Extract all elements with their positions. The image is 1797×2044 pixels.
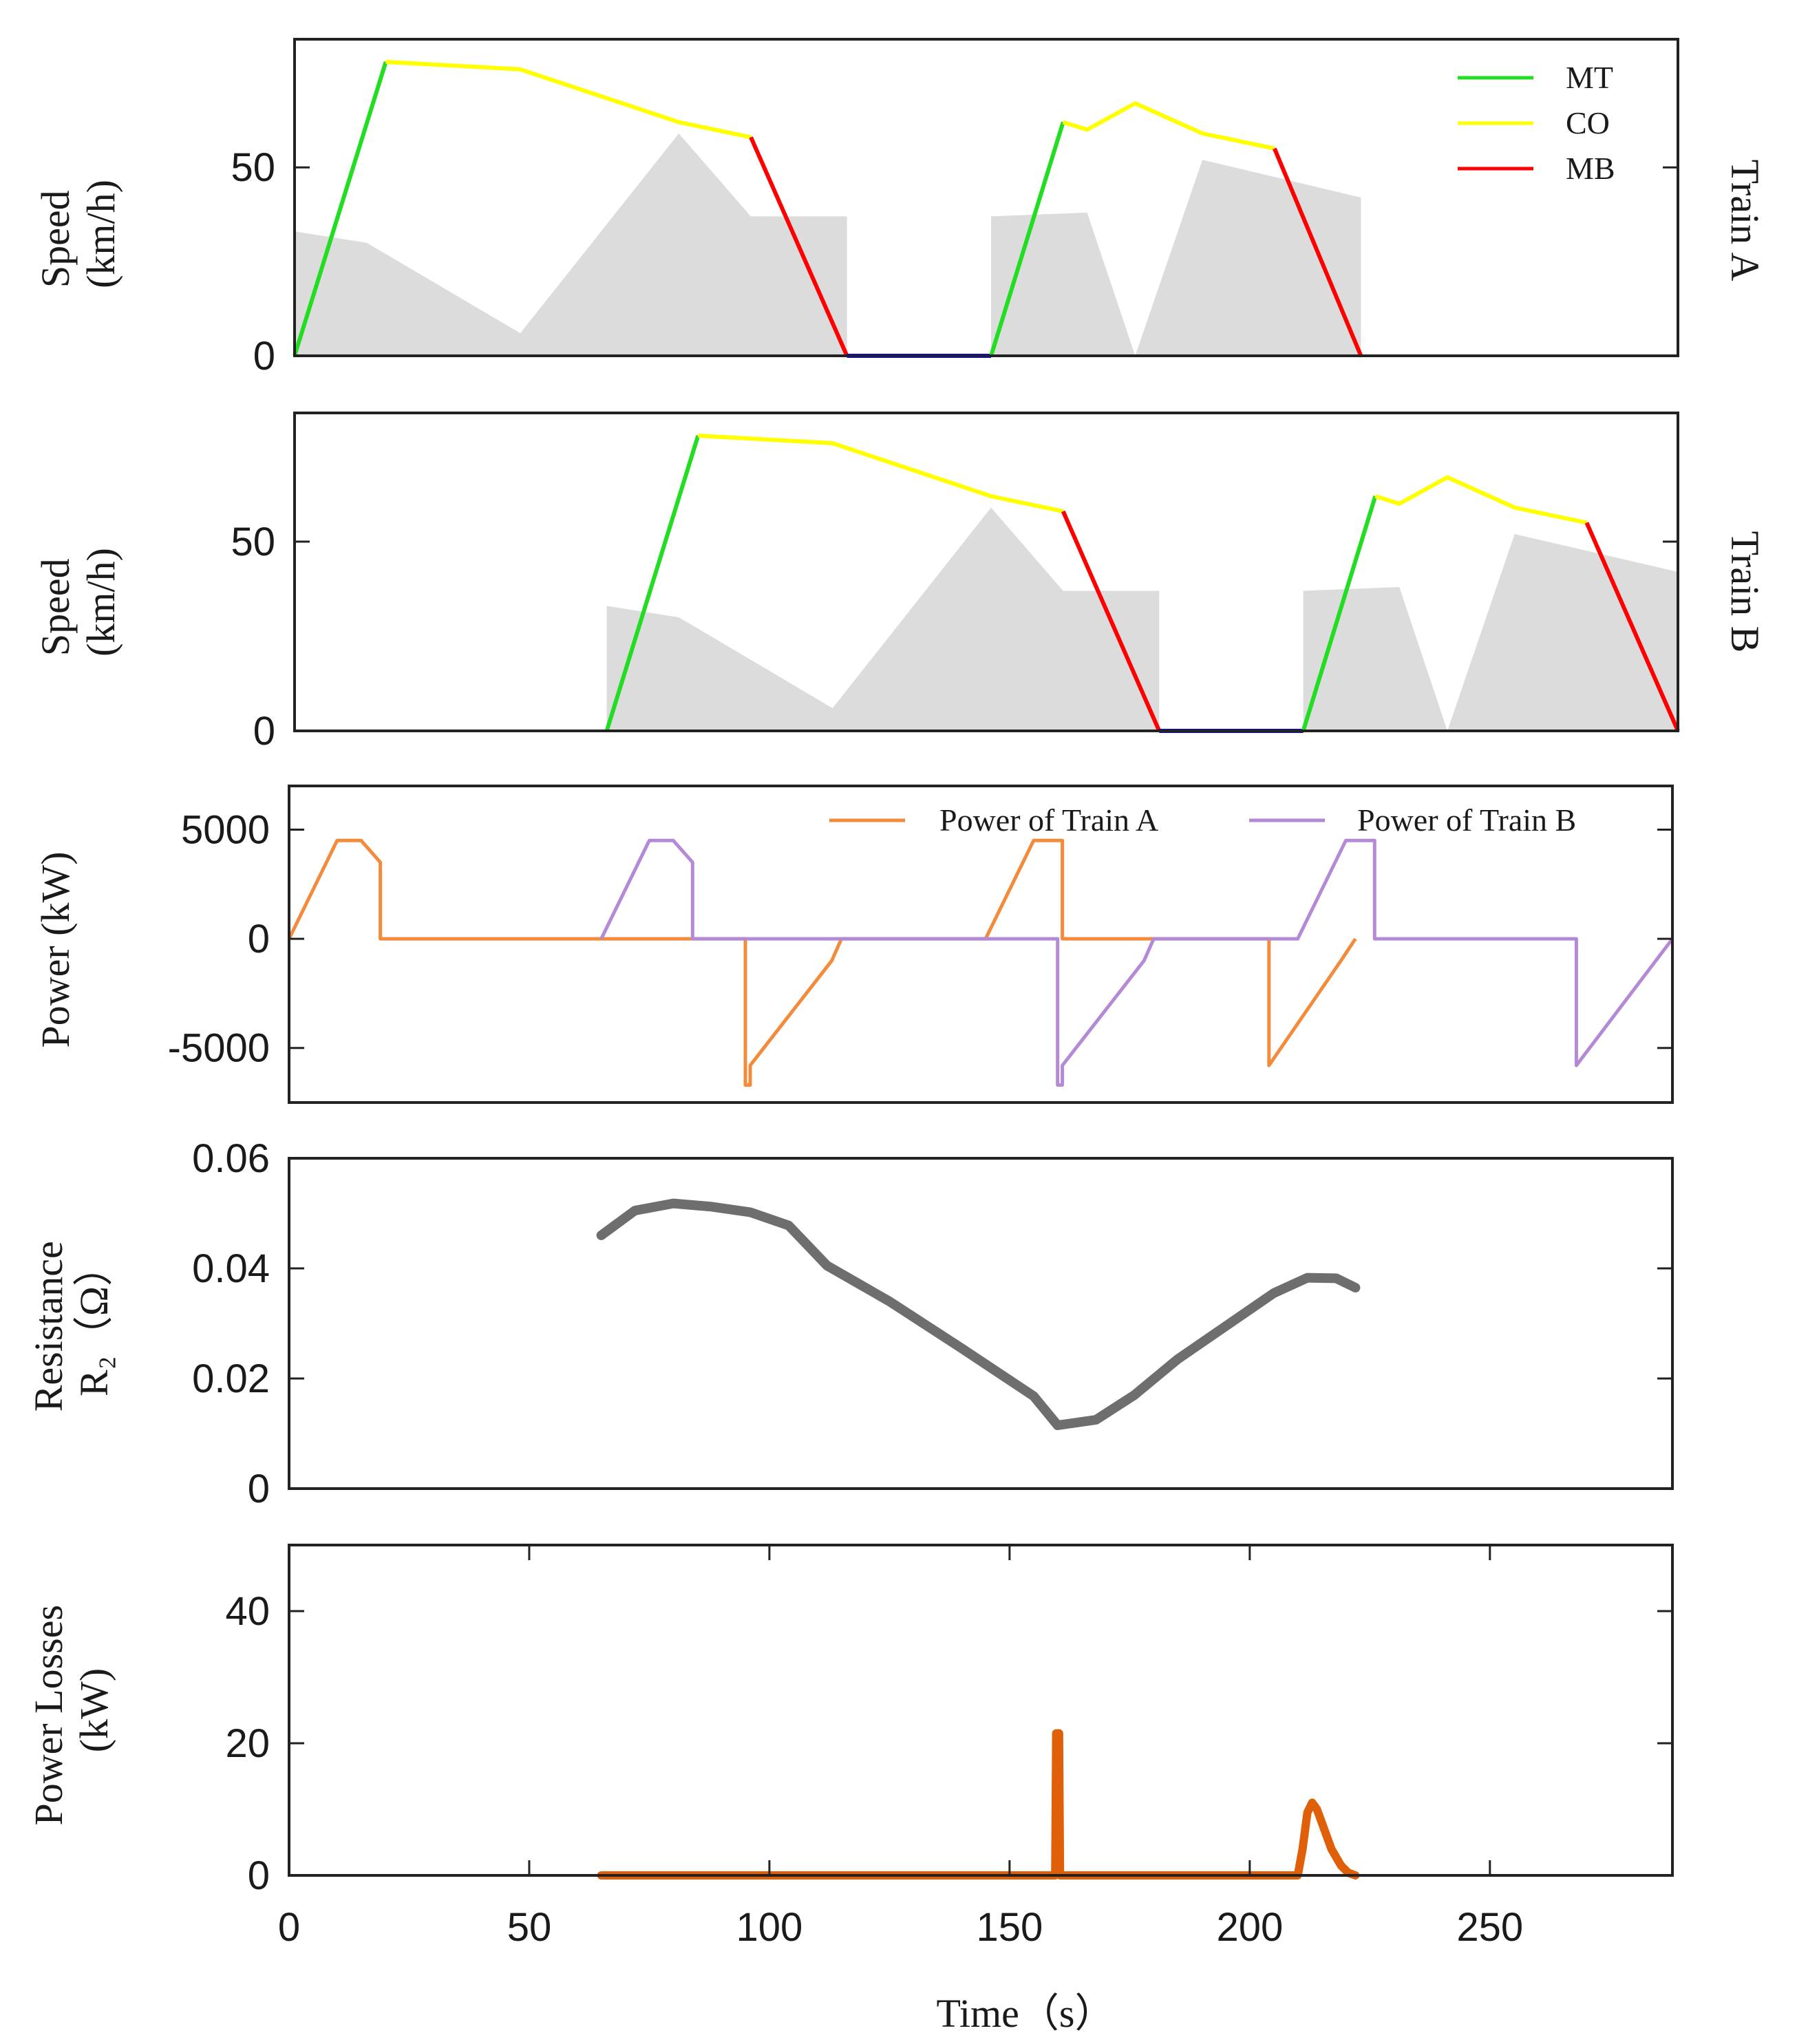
segment-mt-1 xyxy=(604,435,701,732)
speed-limit-area-1 xyxy=(295,133,847,356)
y-axis-label: Speed (km/h) xyxy=(33,180,123,288)
y-tick-label: 0.06 xyxy=(192,1136,270,1181)
power-series-train-b xyxy=(599,838,1674,1087)
x-tick-label: 250 xyxy=(1456,1905,1523,1950)
y-tick-label: 0 xyxy=(248,917,270,961)
x-tick-label: 150 xyxy=(976,1905,1043,1950)
legend-label-co: CO xyxy=(1566,105,1610,140)
train-label: Train A xyxy=(1723,160,1767,281)
y-axis-label: Power Losses (kW) xyxy=(26,1595,116,1825)
segment-co-6 xyxy=(1374,475,1588,525)
train-label: Train B xyxy=(1723,531,1767,653)
speed-train-b-panel: 0 50 Speed (km/h) Train B xyxy=(33,412,1767,754)
speed-limit-area-2 xyxy=(991,160,1361,356)
y-ticks: 0 50 xyxy=(231,145,1678,379)
plot-frame xyxy=(288,1544,1674,1877)
y-ticks: 40 20 0 xyxy=(225,1589,1672,1898)
y-tick-label: 40 xyxy=(225,1589,270,1634)
y-tick-label: 0.04 xyxy=(192,1246,270,1291)
y-axis-label: Resistance R₂（Ω） xyxy=(26,1231,116,1412)
x-tick-label: 0 xyxy=(278,1905,300,1950)
speed-limit-area-2 xyxy=(1303,534,1678,731)
x-tick-label: 50 xyxy=(507,1905,552,1950)
y-ticks: 5000 0 -5000 xyxy=(168,807,1672,1071)
segment-mb-7 xyxy=(1584,522,1680,732)
legend-label-mb: MB xyxy=(1566,151,1615,186)
y-axis-label: Power (kW) xyxy=(33,851,78,1047)
y-tick-label: 50 xyxy=(231,520,275,564)
y-tick-label: 0 xyxy=(253,334,275,379)
power-series xyxy=(287,838,1674,1087)
speed-train-a-panel: 0 50 Speed (km/h) Train A MT CO MB xyxy=(33,38,1767,379)
legend: Power of Train A Power of Train B xyxy=(829,802,1576,838)
segment-co-2 xyxy=(385,59,752,140)
x-axis-label: Time（s） xyxy=(937,1991,1115,2036)
y-tick-label: 0 xyxy=(253,709,275,754)
plot-frame xyxy=(288,785,1674,1104)
power-panel: 5000 0 -5000 Power (kW) Power of Train A P… xyxy=(33,785,1674,1104)
y-tick-label: 0.02 xyxy=(192,1356,270,1401)
y-axis-label: Speed (km/h) xyxy=(33,548,123,657)
y-tick-label: 5000 xyxy=(181,807,270,852)
legend-label-mt: MT xyxy=(1566,60,1613,95)
y-ticks: 0.06 0.04 0.02 0 xyxy=(192,1136,1672,1511)
plot-frame xyxy=(288,1157,1674,1490)
segment-mt-1 xyxy=(293,61,388,356)
plot-frame xyxy=(293,412,1679,732)
y-ticks: 0 50 xyxy=(231,520,1678,754)
segment-mb-7 xyxy=(1273,147,1363,357)
segment-mb-3 xyxy=(1061,510,1162,732)
resistance-series xyxy=(596,1198,1361,1430)
legend: MT CO MB xyxy=(1458,60,1615,186)
segment-co-6 xyxy=(1062,101,1275,151)
y-tick-label: 0 xyxy=(248,1467,270,1511)
resistance-line xyxy=(596,1198,1361,1430)
segment-mt-5 xyxy=(989,121,1065,356)
resistance-panel: 0.06 0.04 0.02 0 Resistance R₂（Ω） xyxy=(26,1136,1674,1511)
power-series-train-a xyxy=(287,838,1357,1087)
speed-limit-area xyxy=(295,133,1361,356)
speed-limit-area-1 xyxy=(606,507,1160,731)
y-tick-label: 20 xyxy=(225,1721,270,1766)
y-tick-label: 0 xyxy=(248,1853,270,1898)
legend-label-power-b: Power of Train B xyxy=(1357,802,1576,838)
x-tick-label: 200 xyxy=(1216,1905,1283,1950)
power-losses-line xyxy=(597,1729,1360,1880)
plot-frame xyxy=(293,38,1679,357)
segment-co-2 xyxy=(698,434,1064,513)
losses-series xyxy=(597,1729,1360,1880)
segment-mt-5 xyxy=(1301,496,1378,732)
y-tick-label: 50 xyxy=(231,145,275,190)
x-tick-label: 100 xyxy=(736,1905,803,1950)
y-tick-label: -5000 xyxy=(168,1026,270,1071)
x-ticks: 0 50 100 150 200 250 xyxy=(278,1545,1523,1950)
legend-label-power-a: Power of Train A xyxy=(939,802,1158,838)
speed-limit-area xyxy=(606,507,1678,731)
segment-mb-3 xyxy=(749,136,849,357)
